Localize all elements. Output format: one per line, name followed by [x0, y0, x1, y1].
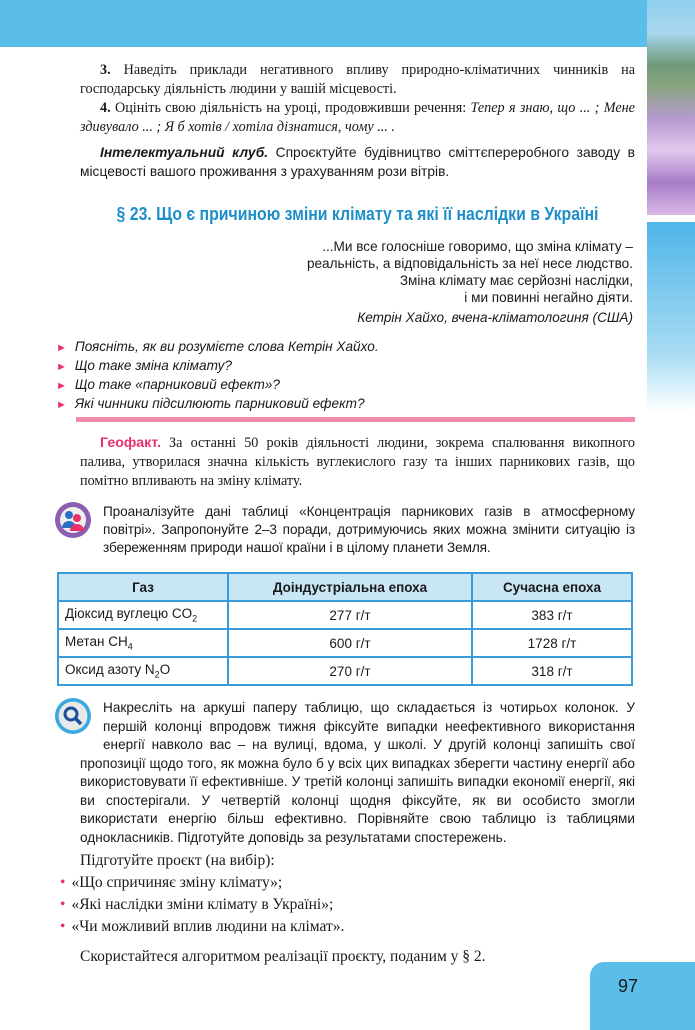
project-item: • «Які наслідки зміни клімату в Україні»;	[60, 894, 486, 916]
arrow-right-icon: ►	[56, 380, 67, 392]
pre-industrial-value: 277 г/т	[227, 600, 473, 630]
question-text: Поясніть, як ви розумієте слова Кетрін Х…	[74, 339, 379, 354]
question-item: ► Які чинники підсилюють парниковий ефект…	[56, 395, 379, 414]
bullet-icon: •	[60, 918, 66, 935]
question-text: Що таке зміна клімату?	[74, 358, 232, 373]
column-header: Газ	[57, 572, 229, 602]
gas-name: Діоксид вуглецю CO	[65, 606, 193, 622]
geofact: Геофакт. За останні 50 років діяльності …	[80, 434, 635, 491]
pre-industrial-value: 600 г/т	[227, 628, 473, 658]
club-label: Інтелектуальний клуб.	[100, 145, 269, 160]
gas-cell: Діоксид вуглецю CO2	[57, 600, 229, 630]
epigraph: ...Ми все голосніше говоримо, що зміна к…	[307, 238, 633, 306]
epigraph-line: Зміна клімату має серйозні наслідки,	[399, 273, 633, 288]
arrow-right-icon: ►	[56, 342, 67, 354]
geofact-label: Геофакт.	[100, 435, 161, 451]
table-row: Метан CH4 600 г/т 1728 г/т	[57, 628, 633, 658]
subscript: 4	[127, 641, 133, 652]
project-block: Підготуйте проєкт (на вибір): • «Що сприч…	[60, 850, 486, 968]
section-title: § 23. Що є причиною зміни клімату та які…	[116, 204, 599, 224]
table-row: Діоксид вуглецю CO2 277 г/т 383 г/т	[57, 600, 633, 630]
question-item: ► Що таке зміна клімату?	[56, 357, 379, 376]
geofact-text: За останні 50 років діяльності людини, з…	[80, 435, 635, 489]
modern-value: 318 г/т	[471, 656, 633, 686]
question-item: ► Поясніть, як ви розумієте слова Кетрін …	[56, 338, 379, 357]
project-item-text: «Чи можливий вплив людини на клімат».	[71, 918, 345, 935]
modern-value: 1728 г/т	[471, 628, 633, 658]
page-number: 97	[590, 962, 695, 1030]
epigraph-author: Кетрін Хайхо, вчена-кліматологиня (США)	[357, 310, 633, 325]
project-item-text: «Які наслідки зміни клімату в Україні»;	[71, 896, 334, 913]
epigraph-line: реальність, а відповідальність за неї не…	[306, 256, 633, 271]
project-item: • «Чи можливий вплив людини на клімат».	[60, 916, 486, 938]
research-task: Накресліть на аркуші паперу таблицю, що …	[80, 699, 635, 847]
project-item: • «Що спричиняє зміну клімату»;	[60, 872, 486, 894]
epigraph-line: ...Ми все голосніше говоримо, що зміна к…	[322, 239, 633, 254]
modern-value: 383 г/т	[471, 600, 633, 630]
project-outro: Скористайтеся алгоритмом реалізації проє…	[80, 948, 486, 965]
pre-industrial-value: 270 г/т	[227, 656, 473, 686]
task-4: 4. Оцініть свою діяльність на уроці, про…	[80, 99, 635, 137]
side-strip	[647, 222, 695, 412]
divider	[76, 417, 635, 422]
group-people-icon	[55, 502, 91, 538]
arrow-right-icon: ►	[56, 399, 67, 411]
gas-name: Оксид азоту N	[65, 662, 155, 678]
table-header-row: Газ Доіндустріальна епоха Сучасна епоха	[57, 572, 633, 602]
subscript: 2	[192, 613, 198, 624]
column-header: Сучасна епоха	[471, 572, 633, 602]
gas-cell: Метан CH4	[57, 628, 229, 658]
task-number: 4.	[100, 100, 111, 116]
question-text: Що таке «парниковий ефект»?	[74, 377, 280, 392]
column-header: Доіндустріальна епоха	[227, 572, 473, 602]
project-item-text: «Що спричиняє зміну клімату»;	[71, 874, 283, 891]
gas-cell: Оксид азоту N2O	[57, 656, 229, 686]
table-row: Оксид азоту N2O 270 г/т 318 г/т	[57, 656, 633, 686]
subscript: 2	[154, 669, 160, 680]
gas-name: Метан CH	[65, 634, 128, 650]
project-intro: Підготуйте проєкт (на вибір):	[80, 852, 275, 869]
question-list: ► Поясніть, як ви розумієте слова Кетрін …	[56, 338, 379, 414]
greenhouse-gas-table: Газ Доіндустріальна епоха Сучасна епоха …	[57, 572, 633, 686]
arrow-right-icon: ►	[56, 361, 67, 373]
task-text: Наведіть приклади негативного впливу при…	[80, 62, 635, 97]
club-text: Спроєктуйте будівництво сміттєпереробног…	[80, 145, 636, 179]
task-number: 3.	[100, 62, 111, 78]
epigraph-line: і ми повинні негайно діяти.	[464, 290, 633, 305]
group-task-text: Проаналізуйте дані таблиці «Концентрація…	[103, 504, 635, 555]
task-italic: Тепер я знаю, що ... ; Мене здивувало ..…	[80, 100, 635, 135]
question-item: ► Що таке «парниковий ефект»?	[56, 376, 379, 395]
question-text: Які чинники підсилюють парниковий ефект?	[74, 396, 365, 411]
research-task-text: Накресліть на аркуші паперу таблицю, що …	[80, 700, 635, 845]
task-3: 3. Наведіть приклади негативного впливу …	[80, 61, 635, 99]
icon-spacer	[80, 699, 103, 754]
magnifier-icon	[55, 698, 91, 734]
gas-tail: O	[159, 662, 171, 678]
task-text: Оцініть свою діяльність на уроці, продов…	[110, 100, 471, 116]
bullet-icon: •	[60, 874, 66, 891]
bullet-icon: •	[60, 896, 66, 913]
top-band	[0, 0, 695, 47]
crocus-photo	[647, 0, 695, 215]
intellectual-club: Інтелектуальний клуб. Спроєктуйте будівн…	[80, 143, 635, 181]
